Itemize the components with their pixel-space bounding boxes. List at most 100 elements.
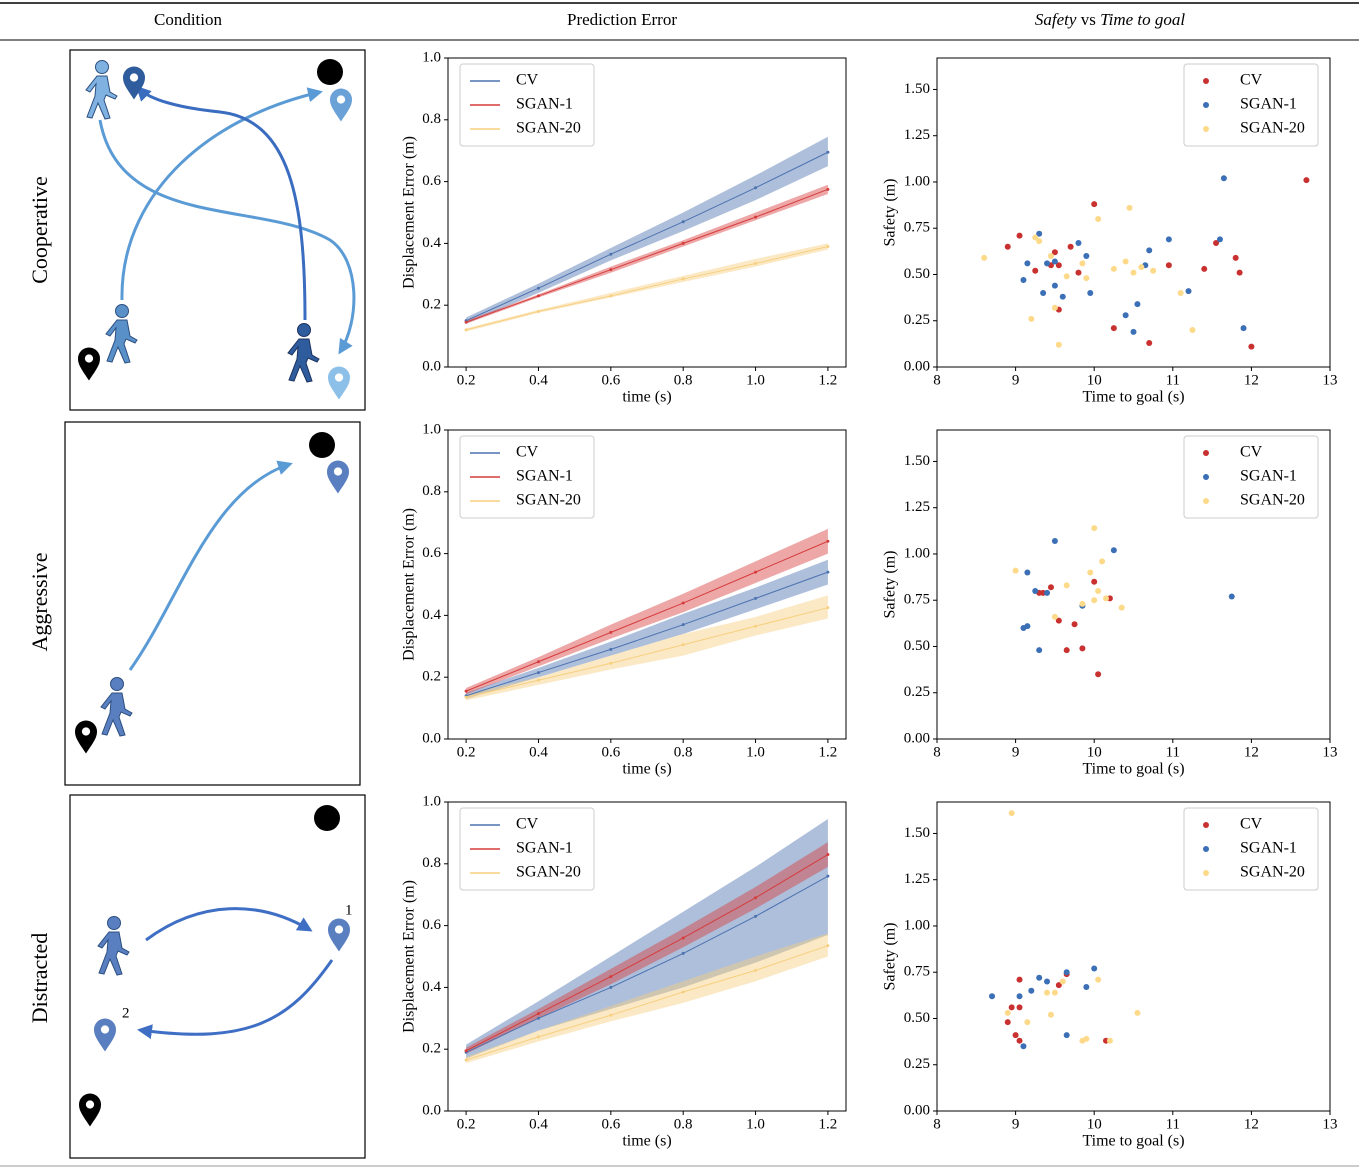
- x-tick-label: 1.2: [819, 372, 838, 388]
- point: [1005, 244, 1011, 250]
- point: [1248, 344, 1254, 350]
- point: [609, 662, 612, 665]
- point: [1237, 270, 1243, 276]
- y-tick-label: 1.50: [904, 81, 930, 97]
- y-tick-label: 0.50: [904, 638, 930, 654]
- point: [1201, 266, 1207, 272]
- point: [537, 679, 540, 682]
- y-tick-label: 0.50: [904, 1010, 930, 1026]
- point: [1064, 1032, 1070, 1038]
- point: [1103, 595, 1109, 601]
- point: [1009, 1004, 1015, 1010]
- point: [537, 1035, 540, 1038]
- y-tick-label: 0.8: [422, 855, 441, 871]
- y-tick-label: 0.25: [904, 1056, 930, 1072]
- chart: 0.20.40.60.81.01.20.00.20.40.60.81.0time…: [401, 49, 846, 405]
- point: [1127, 205, 1133, 211]
- point: [1087, 569, 1093, 575]
- point: [1068, 244, 1074, 250]
- point: [1178, 290, 1184, 296]
- legend-swatch: [1203, 474, 1209, 480]
- point: [1166, 262, 1172, 268]
- point: [1048, 1012, 1054, 1018]
- point: [1020, 1043, 1026, 1049]
- diagram-cooperative: [70, 50, 365, 410]
- point: [1009, 810, 1015, 816]
- x-axis-label: Time to goal (s): [1082, 389, 1184, 406]
- x-tick-label: 11: [1166, 744, 1180, 760]
- point: [537, 1017, 540, 1020]
- point: [754, 915, 757, 918]
- y-axis-label: Safety (m): [882, 179, 899, 247]
- y-tick-label: 0.75: [904, 220, 930, 236]
- point: [1079, 645, 1085, 651]
- point: [1052, 990, 1058, 996]
- point: [1064, 273, 1070, 279]
- point: [1032, 588, 1038, 594]
- point: [1052, 283, 1058, 289]
- point: [465, 1059, 468, 1062]
- point: [1111, 547, 1117, 553]
- point: [1056, 342, 1062, 348]
- x-tick-label: 11: [1166, 1116, 1180, 1132]
- point: [1091, 966, 1097, 972]
- point: [1134, 1010, 1140, 1016]
- point: [1052, 305, 1058, 311]
- point: [1072, 621, 1078, 627]
- point: [1079, 260, 1085, 266]
- x-tick-label: 0.2: [457, 372, 476, 388]
- x-tick-label: 8: [933, 1116, 941, 1132]
- point: [682, 936, 685, 939]
- x-axis-label: time (s): [622, 389, 671, 406]
- point: [1017, 233, 1023, 239]
- point: [682, 242, 685, 245]
- point: [1091, 525, 1097, 531]
- legend-label: CV: [1240, 72, 1263, 89]
- y-tick-label: 0.25: [904, 684, 930, 700]
- y-tick-label: 1.25: [904, 127, 930, 143]
- point: [609, 1014, 612, 1017]
- point: [1229, 594, 1235, 600]
- point: [609, 986, 612, 989]
- legend-label: SGAN-20: [1240, 864, 1305, 881]
- point: [682, 220, 685, 223]
- point: [1111, 325, 1117, 331]
- x-tick-label: 0.8: [674, 744, 693, 760]
- point: [537, 287, 540, 290]
- y-tick-label: 0.2: [422, 297, 441, 313]
- y-tick-label: 1.0: [422, 421, 441, 437]
- point: [1119, 605, 1125, 611]
- y-tick-label: 0.75: [904, 592, 930, 608]
- x-tick-label: 0.8: [674, 372, 693, 388]
- chart: 89101112130.000.250.500.751.001.251.50Ti…: [882, 430, 1338, 778]
- x-tick-label: 0.4: [529, 1116, 548, 1132]
- point: [1083, 984, 1089, 990]
- y-axis-label: Displacement Error (m): [401, 136, 418, 289]
- point: [1075, 240, 1081, 246]
- y-tick-label: 0.00: [904, 1102, 930, 1118]
- point: [1095, 216, 1101, 222]
- y-tick-label: 1.00: [904, 917, 930, 933]
- y-tick-label: 0.0: [422, 730, 441, 746]
- x-tick-label: 8: [933, 372, 941, 388]
- legend-label: SGAN-20: [1240, 120, 1305, 137]
- legend-label: SGAN-20: [516, 492, 581, 509]
- point: [1079, 601, 1085, 607]
- x-tick-label: 0.8: [674, 1116, 693, 1132]
- x-tick-label: 13: [1323, 744, 1338, 760]
- y-tick-label: 0.0: [422, 358, 441, 374]
- point: [1020, 277, 1026, 283]
- error-band: [466, 137, 828, 324]
- header-part: Safety: [1035, 10, 1077, 29]
- point: [1091, 597, 1097, 603]
- y-tick-label: 1.50: [904, 453, 930, 469]
- x-tick-label: 12: [1244, 372, 1259, 388]
- legend-label: CV: [1240, 816, 1263, 833]
- pin-label: 2: [122, 1005, 130, 1021]
- x-tick-label: 1.0: [746, 372, 765, 388]
- point: [1052, 259, 1058, 265]
- legend-label: SGAN-1: [1240, 840, 1297, 857]
- point: [1036, 238, 1042, 244]
- x-tick-label: 10: [1087, 744, 1102, 760]
